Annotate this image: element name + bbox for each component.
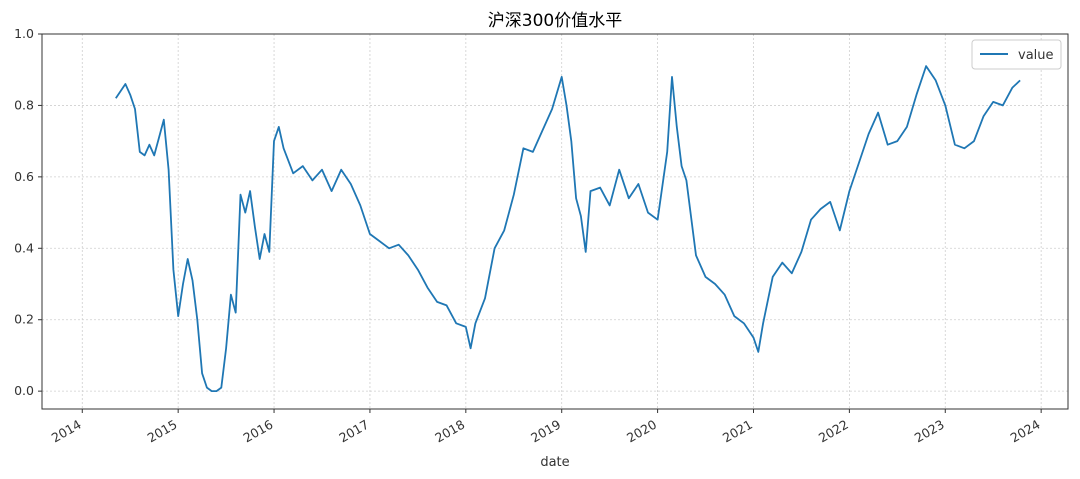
legend-box bbox=[971, 39, 1062, 70]
plot-frame bbox=[41, 33, 1069, 410]
y-tick-label: 0.8 bbox=[14, 97, 34, 112]
x-tick-label: 2016 bbox=[240, 417, 275, 446]
x-axis-label: date bbox=[540, 455, 569, 470]
x-tick-label: 2020 bbox=[624, 417, 659, 446]
x-tick-label: 2017 bbox=[336, 417, 371, 446]
x-tick-label: 2021 bbox=[720, 417, 755, 446]
y-axis: 0.0 0.2 0.4 0.6 0.8 1.0 bbox=[14, 26, 42, 398]
x-tick-label: 2023 bbox=[912, 417, 947, 446]
series-line-0 bbox=[115, 65, 1021, 393]
x-tick-label: 2018 bbox=[432, 417, 467, 446]
x-tick-label: 2024 bbox=[1008, 417, 1043, 446]
x-axis: 2014 2015 2016 2017 2018 2019 2020 2021 2022 2023… bbox=[49, 409, 1043, 446]
legend-label: value bbox=[1018, 48, 1054, 63]
y-tick-label: 0.0 bbox=[14, 383, 34, 398]
x-tick-label: 2022 bbox=[816, 417, 851, 446]
chart-title: 沪深300价值水平 bbox=[488, 11, 622, 31]
x-tick-label: 2014 bbox=[49, 417, 84, 446]
x-tick-label: 2015 bbox=[145, 417, 180, 446]
x-tick-label: 2019 bbox=[528, 417, 563, 446]
legend: value bbox=[971, 39, 1062, 70]
y-tick-label: 0.4 bbox=[14, 240, 34, 255]
grid bbox=[42, 33, 1068, 409]
y-tick-label: 0.2 bbox=[14, 312, 34, 327]
y-tick-label: 1.0 bbox=[14, 26, 34, 41]
y-tick-label: 0.6 bbox=[14, 169, 34, 184]
plot-series bbox=[115, 65, 1021, 393]
